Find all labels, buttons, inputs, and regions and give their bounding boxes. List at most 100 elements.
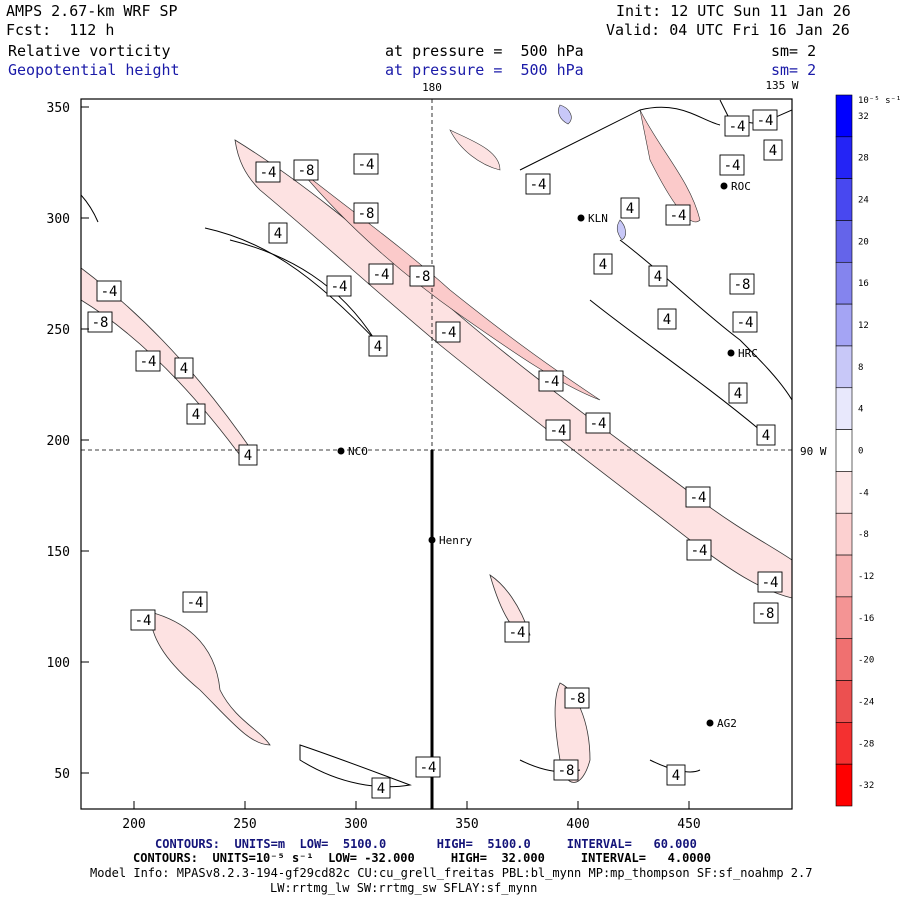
- contour-label-text: 4: [762, 428, 770, 444]
- contour-label-box: -4: [724, 115, 750, 137]
- station-roc-dot: [720, 182, 728, 190]
- colorbar-label: 24: [858, 196, 869, 206]
- contour-labels: -4 -8 -4 -8 -4 -4 4 4 -8 -4 -4 -8 -4 4 4 4 -4 -4 -4 -4 -4 -4 -…: [87, 109, 783, 799]
- contour-label-text: 4: [180, 361, 188, 377]
- contour-label-text: -4: [509, 625, 526, 641]
- contour-label-box: -4: [545, 419, 571, 441]
- contour-label-text: -4: [737, 315, 754, 331]
- contour-label-text: -4: [729, 119, 746, 135]
- field2-name: Geopotential height: [8, 61, 180, 79]
- meridian-label-180: 180: [422, 81, 442, 94]
- colorbar-cell: [835, 178, 853, 221]
- contour-label-box: 4: [620, 197, 640, 219]
- contour-label-box: -4: [538, 370, 564, 392]
- x-tick-label: 200: [122, 817, 145, 830]
- contour-label-box: -8: [293, 159, 319, 181]
- contour-label-text: -8: [414, 269, 431, 285]
- contour-label-box: 4: [368, 335, 388, 357]
- contour-label-text: -4: [762, 575, 779, 591]
- contour-label-text: 4: [663, 312, 671, 328]
- contour-label-box: -4: [182, 591, 208, 613]
- colorbar-label: -20: [858, 656, 874, 666]
- contour-label-text: 4: [654, 269, 662, 285]
- init-time: Init: 12 UTC Sun 11 Jan 26: [616, 2, 851, 20]
- footer-model-info-2: LW:rrtmg_lw SW:rrtmg_sw SFLAY:sf_mynn: [270, 881, 538, 895]
- vorticity-shading: [81, 104, 792, 783]
- station-henry-label: Henry: [439, 534, 472, 547]
- station-markers: KLN ROC HRC NCO Henry AG2: [337, 180, 758, 730]
- colorbar-cell: [835, 512, 853, 556]
- contour-label-text: 4: [377, 781, 385, 797]
- footer-contours-height: CONTOURS: UNITS=m LOW= 5100.0 HIGH= 5100…: [155, 837, 697, 851]
- contour-label-text: -4: [358, 157, 375, 173]
- contour-label-box: -4: [96, 280, 122, 302]
- contour-label-text: 4: [769, 143, 777, 159]
- contour-label-box: 4: [657, 308, 677, 330]
- contour-label-box: -4: [686, 539, 712, 561]
- station-nco-label: NCO: [348, 445, 368, 458]
- colorbar-cell: [835, 429, 853, 472]
- colorbar-label: 4: [858, 405, 863, 415]
- contour-label-text: 4: [672, 768, 680, 784]
- y-tick-label: 200: [47, 434, 70, 449]
- contour-label-box: 4: [648, 265, 668, 287]
- contour-label-box: -4: [353, 153, 379, 175]
- colorbar-cell: [835, 94, 853, 138]
- contour-label-box: 4: [763, 139, 783, 161]
- contour-label-box: 4: [728, 382, 748, 404]
- contour-label-text: -4: [590, 416, 607, 432]
- contour-label-text: -8: [569, 691, 586, 707]
- contour-label-text: -8: [92, 315, 109, 331]
- valid-time: Valid: 04 UTC Fri 16 Jan 26: [606, 21, 850, 39]
- contour-label-box: -8: [564, 687, 590, 709]
- contour-label-text: -8: [298, 163, 315, 179]
- contour-label-text: -4: [101, 284, 118, 300]
- contour-label-box: -8: [353, 202, 379, 224]
- contour-label-text: 4: [374, 339, 382, 355]
- contour-label-text: -4: [550, 423, 567, 439]
- station-hrc-dot: [727, 349, 735, 357]
- colorbar-cell: [835, 345, 853, 389]
- forecast-hour: Fcst: 112 h: [6, 21, 115, 39]
- contour-label-text: -8: [358, 206, 375, 222]
- colorbar-label: 12: [858, 321, 869, 331]
- contour-label-box: 4: [174, 357, 194, 379]
- contour-label-text: -4: [670, 208, 687, 224]
- colorbar-cell: [835, 596, 853, 640]
- colorbar-label: 28: [858, 154, 869, 164]
- field1-level: at pressure = 500 hPa: [385, 42, 584, 60]
- colorbar-cell: [835, 471, 853, 514]
- colorbar-cell: [835, 722, 853, 765]
- contour-label-box: -4: [130, 609, 156, 631]
- contour-label-box: -4: [732, 311, 758, 333]
- x-tick-label: 450: [677, 817, 700, 830]
- colorbar-cell: [835, 220, 853, 263]
- contour-label-text: -8: [558, 763, 575, 779]
- x-tick-label: 300: [344, 817, 367, 830]
- contour-label-box: -4: [719, 154, 745, 176]
- contour-label-text: -4: [373, 267, 390, 283]
- field2-smoothing: sm= 2: [771, 61, 817, 79]
- contour-label-box: -4: [326, 275, 352, 297]
- colorbar-label: -12: [858, 572, 874, 582]
- footer-contours-vorticity: CONTOURS: UNITS=10⁻⁵ s⁻¹ LOW= -32.000 HI…: [133, 851, 711, 865]
- contour-label-text: -4: [135, 613, 152, 629]
- colorbar-label: 16: [858, 279, 869, 289]
- contour-label-box: -4: [525, 173, 551, 195]
- station-henry-dot: [428, 536, 436, 544]
- x-tick-label: 250: [233, 817, 256, 830]
- contour-label-box: 4: [593, 253, 613, 275]
- contour-label-text: -4: [530, 177, 547, 193]
- contour-label-box: 4: [268, 222, 288, 244]
- y-tick-label: 300: [47, 212, 70, 227]
- contour-label-box: 4: [371, 777, 391, 799]
- meridian-label-135w: 135 W: [765, 79, 798, 92]
- contour-label-box: 4: [186, 403, 206, 425]
- contour-label-text: 4: [626, 201, 634, 217]
- contour-label-text: -4: [420, 760, 437, 776]
- contour-label-text: -4: [140, 354, 157, 370]
- contour-label-box: -4: [435, 321, 461, 343]
- contour-label-box: -4: [255, 161, 281, 183]
- y-tick-label: 150: [47, 545, 70, 560]
- contour-label-text: -4: [690, 490, 707, 506]
